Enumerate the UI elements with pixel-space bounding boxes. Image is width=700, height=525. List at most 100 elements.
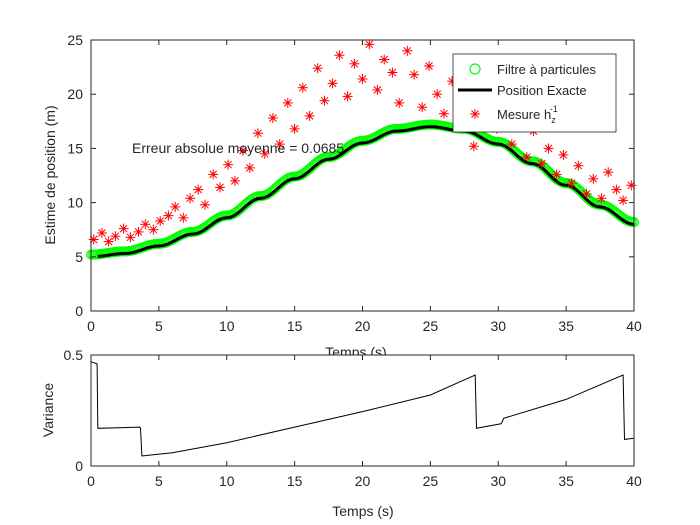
measurement-stroke — [433, 90, 442, 99]
measurement-stroke — [239, 146, 247, 155]
measurement-stroke — [507, 140, 516, 148]
measurement-stroke — [201, 200, 209, 209]
measurement-stroke — [328, 79, 337, 88]
measurement-stroke — [612, 185, 621, 194]
measurement-stroke — [343, 92, 352, 101]
measurement-point — [611, 184, 622, 195]
measurement-stroke — [552, 170, 561, 179]
measurement-point — [229, 175, 240, 186]
measurement-point — [274, 139, 285, 150]
top-x-tick-label: 15 — [287, 318, 303, 334]
legend-label-exact: Position Exacte — [497, 83, 587, 98]
measurement-point — [208, 169, 219, 180]
measurement-stroke — [313, 64, 322, 73]
measurement-point — [178, 212, 189, 223]
bottom-x-tick-label: 0 — [87, 473, 95, 489]
measurement-point — [409, 69, 420, 80]
measurement-stroke — [469, 142, 478, 151]
measurement-point — [312, 63, 323, 74]
bottom-x-tick-label: 10 — [219, 473, 235, 489]
measurement-point — [200, 199, 210, 210]
measurement-point — [140, 219, 151, 230]
legend: Filtre à particules Position Exacte Mesu… — [452, 53, 617, 133]
top-y-axis-label: Estime de position (m) — [42, 105, 58, 244]
measurement-stroke — [269, 114, 277, 122]
top-x-tick-label: 40 — [626, 318, 642, 334]
measurement-stroke — [98, 229, 106, 237]
measurement-stroke — [194, 185, 203, 194]
error-annotation: Erreur absolue moyenne = 0.0685 — [132, 140, 344, 156]
measurement-stroke — [604, 168, 613, 177]
measurement-stroke — [597, 194, 606, 203]
measurement-stroke — [209, 170, 218, 179]
measurement-point — [417, 102, 428, 113]
measurement-stroke — [186, 194, 194, 203]
top-plot-marks — [86, 39, 639, 260]
measurement-point — [185, 193, 196, 204]
measurement-stroke — [619, 196, 627, 205]
measurement-stroke — [418, 103, 427, 112]
measurement-stroke — [335, 51, 344, 60]
measurement-stroke — [275, 140, 284, 148]
measurement-point — [253, 128, 263, 139]
measurement-point — [267, 113, 278, 123]
measurement-point — [125, 232, 136, 243]
measurement-point — [282, 97, 293, 108]
measurement-stroke — [231, 177, 239, 185]
measurement-point — [364, 39, 375, 50]
measurement-point — [155, 216, 166, 226]
measurement-point — [148, 224, 159, 235]
measurement-stroke — [298, 83, 307, 92]
measurement-stroke — [164, 211, 173, 220]
measurement-stroke — [141, 220, 150, 229]
measurement-stroke — [388, 68, 397, 77]
measurement-point — [170, 201, 181, 212]
bottom-x-tick-label: 20 — [355, 473, 371, 489]
measurement-stroke — [574, 161, 583, 170]
measurement-stroke — [119, 224, 128, 233]
bottom-x-tick-label: 15 — [287, 473, 303, 489]
measurement-stroke — [111, 232, 120, 241]
measurement-point — [334, 50, 345, 61]
measurement-stroke — [224, 160, 232, 169]
measurement-stroke — [290, 125, 299, 133]
measurement-stroke — [104, 237, 113, 246]
measurement-point — [551, 169, 562, 180]
top-y-tick-label: 10 — [67, 195, 83, 211]
measurement-stroke — [365, 40, 374, 49]
measurement-stroke — [171, 203, 180, 211]
measurement-stroke — [440, 109, 448, 118]
measurement-stroke — [582, 190, 591, 198]
measurement-point — [319, 95, 330, 106]
measurement-point — [193, 184, 204, 195]
measurement-point — [133, 226, 144, 237]
top-x-tick-label: 20 — [355, 318, 371, 334]
measurement-point — [438, 108, 449, 119]
measurement-stroke — [403, 46, 412, 55]
measurement-stroke — [320, 96, 329, 105]
measurement-stroke — [216, 183, 224, 192]
measurement-stroke — [134, 228, 143, 236]
measurement-point — [327, 78, 338, 89]
bottom-y-tick-label: 0 — [75, 458, 83, 474]
measurement-point — [238, 145, 248, 156]
measurement-point — [118, 223, 129, 234]
top-x-tick-label: 35 — [558, 318, 574, 334]
measurement-point — [163, 210, 174, 221]
bottom-y-tick-label: 0.5 — [64, 347, 84, 363]
measurement-point — [432, 89, 443, 100]
measurement-stroke — [245, 164, 254, 172]
top-x-tick-label: 5 — [155, 318, 163, 334]
measurement-point — [588, 173, 599, 184]
measurement-stroke — [589, 174, 598, 183]
measurement-point — [304, 110, 315, 121]
measurement-stroke — [350, 59, 359, 68]
measurement-stroke — [373, 86, 382, 94]
bottom-x-tick-label: 5 — [155, 473, 163, 489]
measurement-point — [110, 231, 121, 242]
measurement-stroke — [410, 70, 418, 79]
measurement-point — [357, 74, 368, 84]
measurement-stroke — [567, 179, 576, 187]
legend-label-particle: Filtre à particules — [497, 62, 596, 77]
